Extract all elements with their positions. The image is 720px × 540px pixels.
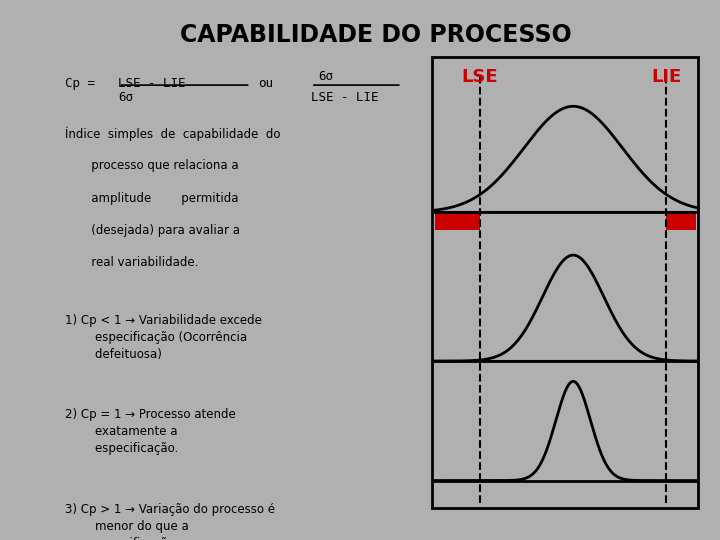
Text: ou: ou <box>258 77 273 90</box>
Text: real variabilidade.: real variabilidade. <box>66 256 199 269</box>
Text: LSE: LSE <box>462 68 498 86</box>
Text: LSE - LIE: LSE - LIE <box>118 77 186 90</box>
Text: (desejada) para avaliar a: (desejada) para avaliar a <box>66 224 240 237</box>
Text: 3) Cp > 1 → Variação do processo é
        menor do que a
        especificação.: 3) Cp > 1 → Variação do processo é menor… <box>66 503 275 540</box>
Text: amplitude        permitida: amplitude permitida <box>66 192 239 205</box>
Bar <box>667 212 696 230</box>
Text: Cp =: Cp = <box>66 77 95 90</box>
Text: CAPABILIDADE DO PROCESSO: CAPABILIDADE DO PROCESSO <box>180 23 572 47</box>
Text: LSE - LIE: LSE - LIE <box>311 91 379 104</box>
Text: processo que relaciona a: processo que relaciona a <box>66 159 239 172</box>
Text: 6σ: 6σ <box>118 91 133 104</box>
Bar <box>435 212 480 230</box>
Text: 2) Cp = 1 → Processo atende
        exatamente a
        especificação.: 2) Cp = 1 → Processo atende exatamente a… <box>66 408 236 455</box>
Text: LIE: LIE <box>652 68 682 86</box>
Text: Índice  simples  de  capabilidade  do: Índice simples de capabilidade do <box>66 126 281 141</box>
Text: 6σ: 6σ <box>318 70 333 83</box>
Text: 1) Cp < 1 → Variabilidade excede
        especificação (Ocorrência
        defei: 1) Cp < 1 → Variabilidade excede especif… <box>66 314 262 361</box>
